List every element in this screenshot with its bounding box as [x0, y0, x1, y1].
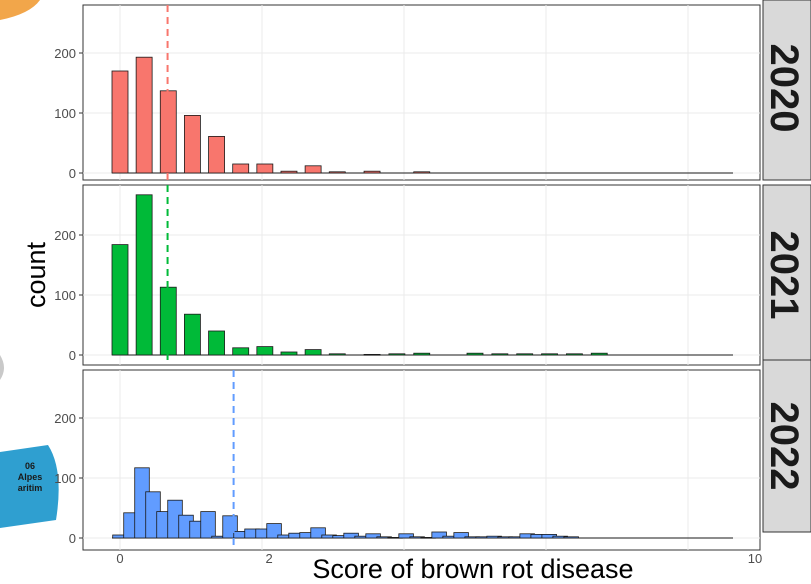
map-name-line1: Alpes: [18, 472, 43, 482]
map-region-orange: [0, 0, 40, 20]
histogram-bar: [135, 56, 153, 174]
histogram-bar: [111, 244, 129, 356]
x-tick-label: 0: [116, 551, 123, 566]
histogram-bar: [541, 353, 558, 356]
histogram-bar: [466, 352, 484, 356]
strip-label: 2022: [762, 402, 806, 491]
histogram-bar: [365, 533, 381, 539]
histogram-bar: [111, 70, 129, 174]
y-tick-label: 0: [69, 531, 76, 546]
histogram-bar: [184, 115, 201, 174]
histogram-bar: [135, 194, 153, 356]
histogram-bar: [256, 346, 274, 356]
histogram-bar: [328, 353, 346, 356]
map-code: 06: [25, 461, 35, 471]
strip-label: 2021: [762, 231, 806, 320]
histogram-bar: [590, 352, 608, 356]
bar-group: [111, 194, 608, 356]
histogram-bar: [491, 353, 509, 356]
histogram-bar: [280, 351, 298, 356]
histogram-bar: [413, 171, 431, 174]
bar-group: [111, 56, 431, 174]
histogram-bar: [256, 163, 274, 174]
histogram-bar: [453, 532, 469, 539]
histogram-bar: [563, 536, 579, 539]
x-tick-label: 2: [265, 551, 272, 566]
map-region-blue: [0, 445, 59, 528]
panel-2020: 2020: [82, 0, 811, 183]
histogram-bar: [413, 352, 431, 356]
histogram-bar: [328, 171, 346, 174]
y-tick-label: 0: [69, 166, 76, 181]
histogram-bar: [208, 330, 225, 356]
histogram-bar: [363, 170, 381, 174]
histogram-bar: [431, 531, 447, 539]
y-tick-label: 100: [54, 106, 76, 121]
map-name-line2: aritim: [18, 483, 43, 493]
histogram-bar: [232, 163, 250, 174]
x-axis-title: Score of brown rot disease: [312, 554, 633, 584]
panel-2021: 2021: [82, 184, 811, 366]
y-tick-label: 0: [69, 348, 76, 363]
histogram-bar: [208, 135, 225, 174]
histogram-bar: [343, 532, 359, 539]
histogram-bar: [266, 523, 282, 539]
histogram-bar: [280, 170, 298, 174]
histogram-bar: [310, 527, 326, 539]
histogram-bar: [184, 313, 201, 356]
histogram-bar: [516, 353, 534, 356]
y-axis-ticks: 0 100 200 0 100 200 0 100 200: [54, 46, 83, 546]
histogram-bar: [398, 533, 414, 539]
y-tick-label: 200: [54, 411, 76, 426]
strip-label: 2020: [762, 44, 806, 133]
y-tick-label: 100: [54, 471, 76, 486]
y-axis-title: count: [21, 241, 51, 308]
map-region-gray: [0, 355, 4, 380]
y-tick-label: 100: [54, 288, 76, 303]
strip-background: [762, 0, 811, 181]
panel-background: [82, 369, 761, 551]
histogram-bar: [232, 347, 250, 356]
histogram-bar: [363, 353, 381, 356]
histogram-bar: [566, 353, 583, 356]
panel-2022: 2022: [82, 359, 811, 551]
x-tick-label: 10: [748, 551, 762, 566]
strip-background: [762, 359, 811, 533]
histogram-bar: [200, 511, 216, 539]
histogram-bar: [304, 165, 322, 174]
x-axis-ticks: 0 2 10: [116, 551, 762, 566]
histogram-bar: [304, 349, 322, 356]
histogram-bar: [388, 353, 406, 356]
y-tick-label: 200: [54, 228, 76, 243]
y-tick-label: 200: [54, 46, 76, 61]
map-fragment: 06 Alpes aritim: [0, 0, 59, 528]
bar-group: [112, 467, 579, 539]
strip-background: [762, 184, 811, 366]
